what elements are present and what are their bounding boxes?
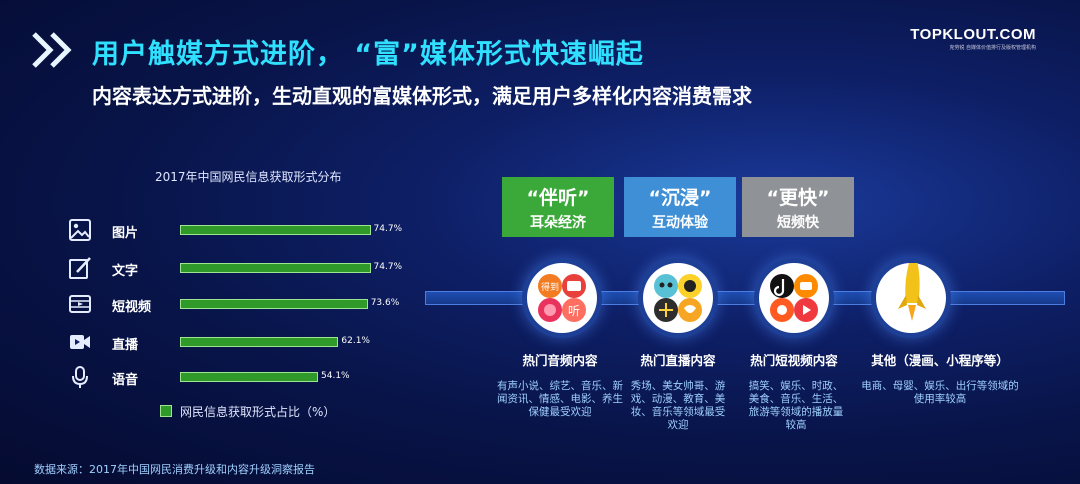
logo-text: TOPKLOUT.COM: [910, 26, 1036, 43]
value-label: 54.1%: [321, 371, 350, 381]
kuaishou-app-icon: [794, 274, 818, 298]
dots-app-icon: [654, 298, 678, 322]
value-label: 73.6%: [370, 298, 400, 308]
play-app-icon: [794, 298, 818, 322]
svg-text:得到: 得到: [541, 281, 559, 293]
category-label: 图片: [112, 226, 139, 241]
douyin-app-icon: [770, 274, 794, 298]
section-desc-audio: 有声小说、综艺、音乐、新闻资讯、情感、电影、养生保健最受欢迎: [497, 380, 623, 418]
tag-subtitle: 短频快: [777, 215, 819, 231]
bar: [180, 337, 339, 347]
value-label: 62.1%: [341, 336, 370, 346]
rocket-icon: [898, 263, 926, 321]
huya-app-icon: [678, 298, 702, 322]
page-title: 用户触媒方式进阶， “富”媒体形式快速崛起: [92, 39, 644, 70]
timeline-track: [425, 291, 1065, 305]
audio-apps-circle: 得到 听: [527, 263, 597, 333]
other-circle: [876, 263, 946, 333]
legend-swatch: [160, 405, 172, 417]
bar: [180, 225, 371, 235]
value-label: 74.7%: [373, 262, 403, 272]
kitty-live-icon: [654, 274, 678, 298]
tag-title: “伴听”: [526, 187, 590, 209]
data-source: 数据来源：2017年中国网民消费升级和内容升级洞察报告: [34, 463, 315, 476]
tag-immersive: “沉浸” 互动体验: [624, 177, 736, 237]
bar: [180, 299, 368, 309]
section-desc-live: 秀场、美女帅哥、游戏、动漫、教育、美妆、音乐等领域最受欢迎: [630, 380, 726, 431]
dedao-app-icon: 得到: [538, 274, 562, 298]
lizhi-app-icon: [538, 298, 562, 322]
legend-label: 网民信息获取形式占比（%）: [180, 405, 336, 419]
category-label: 直播: [112, 338, 139, 353]
section-title-audio: 热门音频内容: [522, 353, 598, 368]
category-label: 文字: [112, 264, 139, 279]
chart-row: 直播 62.1%: [0, 330, 420, 354]
section-desc-short-video: 搞笑、娱乐、时政、美食、音乐、生活、旅游等领域的播放量较高: [748, 380, 844, 431]
chart-row: 文字 74.7%: [0, 256, 420, 280]
chart-row: 短视频 73.6%: [0, 292, 420, 316]
image-icon: [69, 219, 91, 241]
section-title-live: 热门直播内容: [640, 353, 716, 368]
svg-text:听: 听: [568, 304, 580, 318]
chart-row: 语音 54.1%: [0, 365, 420, 389]
video-app-icon: [770, 298, 794, 322]
live-apps-circle: [643, 263, 713, 333]
film-icon: [69, 295, 91, 313]
ximalaya-app-icon: [562, 274, 586, 298]
bar: [180, 372, 318, 382]
chart-title: 2017年中国网民信息获取形式分布: [155, 170, 342, 184]
chart-row: 图片 74.7%: [0, 218, 420, 242]
tag-subtitle: 互动体验: [652, 215, 708, 231]
short-video-apps-circle: [759, 263, 829, 333]
section-title-short-video: 热门短视频内容: [750, 353, 838, 368]
video-camera-icon: [70, 335, 90, 349]
category-label: 语音: [112, 373, 139, 388]
tag-subtitle: 耳朵经济: [530, 215, 586, 231]
category-label: 短视频: [112, 300, 152, 315]
section-desc-other: 电商、母婴、娱乐、出行等领域的使用率较高: [861, 380, 1019, 405]
tag-listening: “伴听” 耳朵经济: [502, 177, 614, 237]
section-title-other: 其他（漫画、小程序等）: [871, 353, 1009, 368]
ting-app-icon: 听: [562, 298, 586, 322]
bar: [180, 263, 371, 273]
microphone-icon: [72, 366, 88, 388]
brand-logo: TOPKLOUT.COM 克劳锐 自媒体价值排行及版权管理机构: [910, 26, 1036, 51]
tag-title: “沉浸”: [648, 187, 712, 209]
edit-icon: [69, 257, 91, 279]
chart-legend: 网民信息获取形式占比（%）: [160, 403, 335, 420]
page-subtitle: 内容表达方式进阶，生动直观的富媒体形式，满足用户多样化内容消费需求: [92, 84, 752, 108]
tag-faster: “更快” 短频快: [742, 177, 854, 237]
logo-subtext: 克劳锐 自媒体价值排行及版权管理机构: [949, 45, 1036, 51]
double-chevron-icon: [32, 32, 72, 68]
momo-app-icon: [678, 274, 702, 298]
value-label: 74.7%: [373, 224, 403, 234]
tag-title: “更快”: [766, 187, 830, 209]
